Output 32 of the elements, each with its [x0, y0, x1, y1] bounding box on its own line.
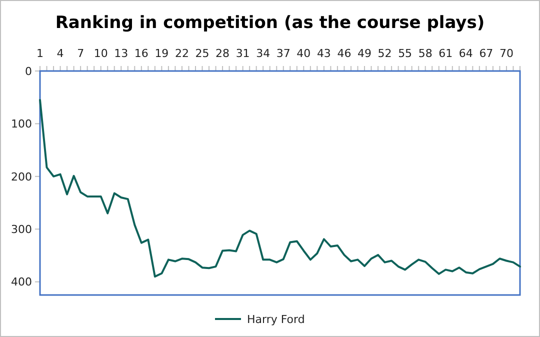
x-tick-label: 40	[296, 47, 311, 60]
x-tick-label: 52	[378, 47, 392, 60]
x-tick-label: 19	[154, 47, 169, 60]
x-tick-label: 10	[94, 47, 108, 60]
legend-label: Harry Ford	[247, 312, 305, 326]
x-tick-label: 25	[195, 47, 210, 60]
x-tick-label: 67	[479, 47, 494, 60]
x-tick-label: 31	[236, 47, 250, 60]
x-tick-label: 61	[438, 47, 453, 60]
x-tick-label: 37	[276, 47, 290, 60]
x-tick-label: 7	[77, 47, 84, 60]
x-tick-label: 1	[36, 47, 44, 60]
x-tick-label: 70	[499, 47, 514, 60]
x-tick-label: 16	[134, 47, 148, 60]
x-tick-label: 46	[337, 47, 352, 60]
x-tick-label: 43	[316, 47, 331, 60]
y-tick-label: 400	[11, 276, 32, 289]
x-tick-label: 58	[418, 47, 432, 60]
x-tick-label: 4	[56, 47, 64, 60]
x-tick-label: 13	[114, 47, 128, 60]
x-tick-label: 34	[256, 47, 270, 60]
x-tick-label: 55	[398, 47, 412, 60]
y-tick-label: 200	[11, 170, 32, 184]
x-tick-label: 28	[216, 47, 230, 60]
x-tick-label: 49	[358, 47, 372, 60]
x-tick-label: 64	[458, 47, 473, 60]
x-tick-label: 22	[174, 47, 189, 60]
chart-title: Ranking in competition (as the course plays)	[55, 13, 485, 33]
y-tick-label: 100	[11, 118, 32, 131]
y-tick-label: 300	[11, 222, 32, 236]
y-tick-label: 0	[25, 64, 32, 78]
line-series	[39, 98, 521, 278]
